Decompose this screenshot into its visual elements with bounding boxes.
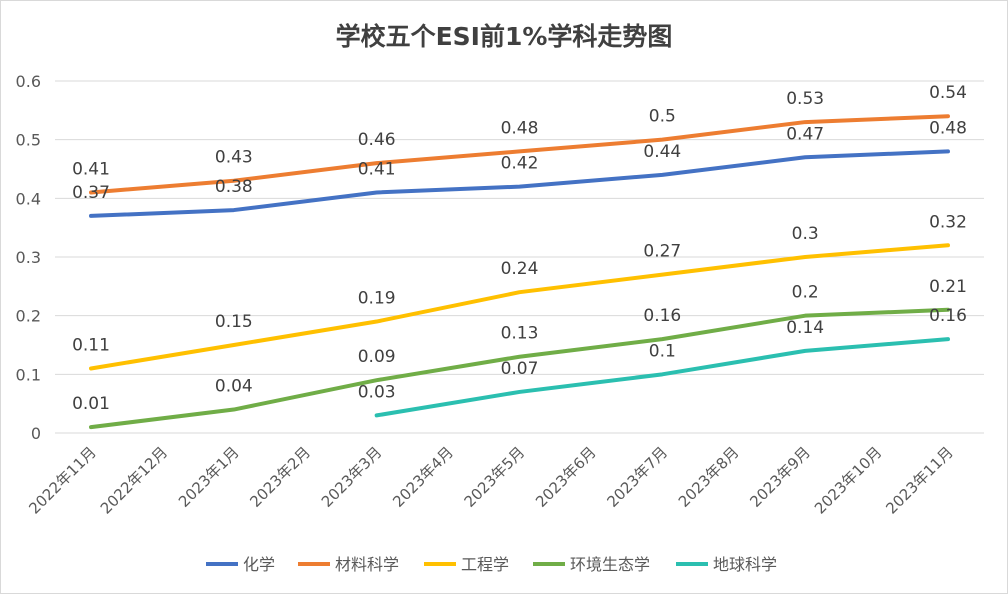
x-tick-label: 2022年12月 xyxy=(97,443,171,517)
data-label: 0.44 xyxy=(643,142,681,162)
data-label: 0.27 xyxy=(643,242,681,262)
y-tick-label: 0.4 xyxy=(16,189,41,208)
y-tick-label: 0 xyxy=(31,424,41,443)
legend-label: 化学 xyxy=(243,555,275,574)
data-label: 0.07 xyxy=(501,359,539,379)
data-label: 0.3 xyxy=(792,224,819,244)
x-tick-label: 2023年8月 xyxy=(675,443,743,511)
data-label: 0.32 xyxy=(929,212,967,232)
x-tick-label: 2023年4月 xyxy=(389,443,457,511)
y-tick-label: 0.1 xyxy=(16,365,41,384)
x-tick-label: 2023年3月 xyxy=(318,443,386,511)
data-label: 0.15 xyxy=(215,312,253,332)
chart-title: 学校五个ESI前1%学科走势图 xyxy=(336,22,673,51)
data-label: 0.43 xyxy=(215,148,253,168)
data-label: 0.48 xyxy=(501,118,539,138)
data-label: 0.41 xyxy=(72,159,110,179)
y-tick-label: 0.3 xyxy=(16,248,41,267)
data-label: 0.1 xyxy=(649,341,676,361)
x-tick-label: 2023年6月 xyxy=(532,443,600,511)
data-label: 0.47 xyxy=(786,124,824,144)
y-tick-label: 0.6 xyxy=(16,72,41,91)
y-tick-label: 0.5 xyxy=(16,131,41,150)
data-label: 0.41 xyxy=(358,159,396,179)
legend-label: 材料科学 xyxy=(335,555,399,574)
data-label: 0.09 xyxy=(358,347,396,367)
data-label: 0.13 xyxy=(501,324,539,344)
data-label: 0.19 xyxy=(358,289,396,309)
x-tick-label: 2023年11月 xyxy=(882,443,956,517)
data-label: 0.11 xyxy=(72,335,110,355)
series-line-环境生态学 xyxy=(89,307,950,430)
data-label: 0.53 xyxy=(786,89,824,109)
data-label: 0.38 xyxy=(215,177,253,197)
series-line-化学 xyxy=(89,149,950,218)
data-label: 0.04 xyxy=(215,377,253,397)
legend-label: 地球科学 xyxy=(713,555,777,574)
y-tick-label: 0.2 xyxy=(16,307,41,326)
x-tick-label: 2023年2月 xyxy=(246,443,314,511)
legend-label: 环境生态学 xyxy=(570,555,650,574)
data-label: 0.54 xyxy=(929,83,967,103)
x-tick-label: 2023年10月 xyxy=(811,443,885,517)
x-tick-label: 2023年9月 xyxy=(746,443,814,511)
x-tick-label: 2023年1月 xyxy=(175,443,243,511)
series-line-材料科学 xyxy=(89,114,950,195)
data-label: 0.2 xyxy=(792,283,819,303)
legend-label: 工程学 xyxy=(461,555,509,574)
data-label: 0.42 xyxy=(501,154,539,174)
data-label: 0.16 xyxy=(929,306,967,326)
data-label: 0.21 xyxy=(929,277,967,297)
x-tick-label: 2022年11月 xyxy=(25,443,99,517)
data-label: 0.16 xyxy=(643,306,681,326)
data-label: 0.01 xyxy=(72,394,110,414)
series-line-地球科学 xyxy=(374,337,950,418)
data-label: 0.03 xyxy=(358,382,396,402)
data-label: 0.14 xyxy=(786,318,824,338)
data-label: 0.37 xyxy=(72,183,110,203)
series-line-工程学 xyxy=(89,243,950,371)
data-label: 0.5 xyxy=(649,107,676,127)
data-label: 0.48 xyxy=(929,118,967,138)
x-tick-label: 2023年7月 xyxy=(603,443,671,511)
data-label: 0.24 xyxy=(501,259,539,279)
data-label: 0.46 xyxy=(358,130,396,150)
x-tick-label: 2023年5月 xyxy=(461,443,529,511)
